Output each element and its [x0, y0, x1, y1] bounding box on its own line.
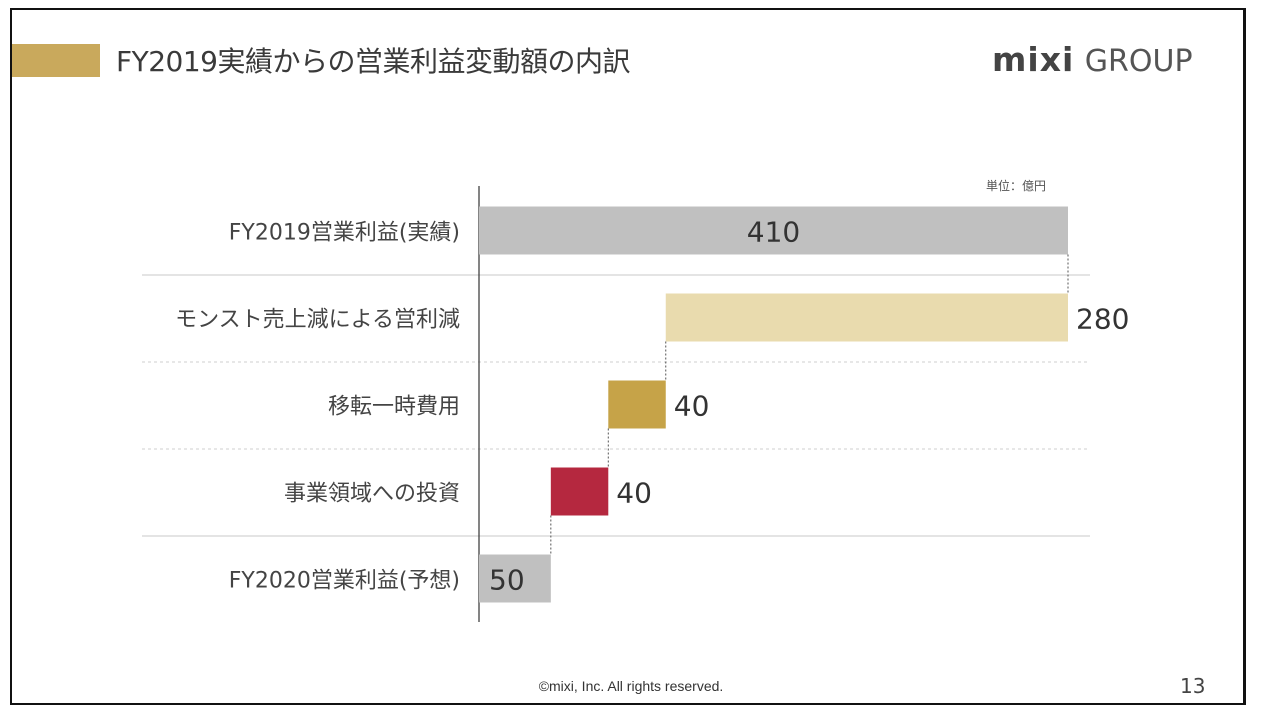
data-label: 50 [489, 564, 525, 597]
bar-2 [608, 380, 666, 429]
page-number: 13 [1180, 674, 1206, 698]
category-label: 事業領域への投資 [284, 482, 460, 507]
bar-1 [665, 293, 1068, 342]
bar-4 [479, 554, 551, 603]
unit-label: 単位：億円 [986, 179, 1047, 193]
category-label: 移転一時費用 [328, 395, 460, 420]
mixi-group-logo: mixi GROUP [992, 40, 1193, 79]
category-label: モンスト売上減による営利減 [175, 308, 460, 333]
copyright-footer: ©mixi, Inc. All rights reserved. [538, 678, 724, 694]
slide-frame [10, 8, 1246, 705]
title-accent-bar [12, 44, 100, 77]
category-label: FY2020営業利益(予想) [229, 569, 460, 594]
slide-title: FY2019実績からの営業利益変動額の内訳 [116, 45, 630, 78]
bar-0 [479, 206, 1068, 255]
data-label: 280 [1076, 303, 1129, 336]
category-label: FY2019営業利益(実績) [229, 221, 460, 246]
data-label: 40 [674, 390, 710, 423]
data-label: 410 [747, 216, 800, 249]
bar-3 [550, 467, 609, 516]
data-label: 40 [616, 477, 652, 510]
